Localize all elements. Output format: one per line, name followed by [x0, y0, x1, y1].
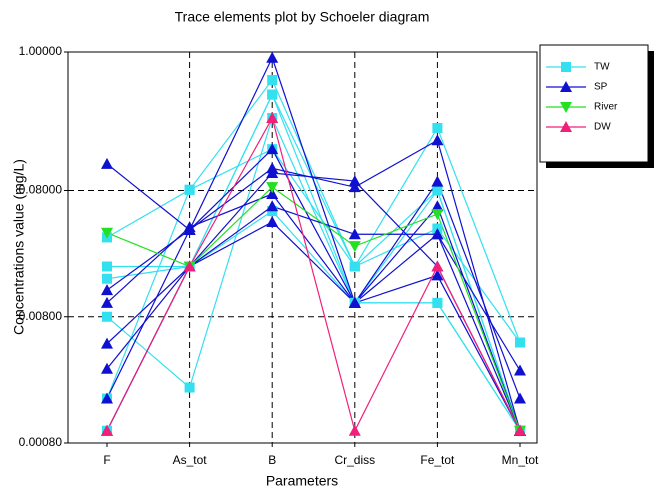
marker — [101, 392, 113, 404]
marker — [514, 424, 526, 436]
marker — [183, 223, 196, 235]
marker — [266, 143, 279, 155]
marker — [101, 284, 113, 296]
series-line — [106, 116, 521, 433]
series-line — [106, 56, 521, 432]
marker — [431, 134, 444, 146]
marker — [431, 269, 444, 281]
series-line — [106, 205, 521, 431]
x-tick-label: As_tot — [173, 453, 208, 467]
marker — [101, 227, 113, 239]
marker — [102, 273, 112, 284]
marker — [348, 424, 361, 436]
chart-title: Trace elements plot by Schoeler diagram — [175, 9, 430, 25]
marker — [432, 297, 443, 308]
marker — [348, 241, 361, 253]
marker — [348, 228, 361, 240]
y-axis-label: Concentrations value (mg/L) — [11, 159, 27, 335]
legend-label: SP — [594, 82, 608, 93]
marker — [184, 184, 195, 195]
x-tick-label: F — [103, 453, 110, 467]
legend-label: TW — [594, 62, 610, 73]
marker — [431, 200, 444, 212]
series-line — [106, 189, 521, 431]
marker — [266, 200, 279, 212]
y-tick-label: 1.00000 — [19, 44, 63, 58]
marker — [266, 182, 279, 194]
legend-label: River — [594, 102, 618, 113]
marker — [432, 185, 443, 196]
y-tick-label: 0.08000 — [19, 183, 63, 197]
series-line — [106, 148, 521, 431]
x-tick-label: Fe_tot — [420, 453, 455, 467]
marker — [266, 167, 279, 179]
x-tick-label: Mn_tot — [502, 453, 539, 467]
marker — [514, 364, 526, 376]
y-tick-label: 0.00800 — [19, 309, 63, 323]
marker — [267, 75, 278, 86]
y-tick-label: 0.00080 — [19, 435, 63, 449]
marker — [431, 228, 444, 240]
marker — [184, 382, 195, 393]
marker — [183, 260, 196, 272]
marker — [101, 337, 113, 349]
marker — [348, 296, 361, 308]
marker — [349, 261, 360, 272]
legend-box — [539, 44, 649, 163]
marker — [514, 392, 526, 404]
marker — [101, 424, 113, 436]
marker — [102, 311, 112, 322]
marker — [560, 81, 572, 92]
marker — [560, 102, 572, 113]
marker — [102, 261, 112, 272]
marker — [515, 337, 525, 348]
x-axis-label: Parameters — [266, 473, 338, 489]
marker — [266, 188, 279, 200]
marker — [266, 112, 279, 124]
series-line — [106, 180, 521, 399]
marker — [431, 175, 444, 187]
series-line — [106, 186, 521, 431]
marker — [267, 89, 278, 100]
series-line — [106, 78, 521, 343]
marker — [266, 51, 279, 63]
marker — [561, 62, 571, 72]
x-tick-label: B — [268, 453, 276, 467]
marker — [432, 123, 443, 134]
x-tick-label: Cr_diss — [334, 453, 375, 467]
series-line — [106, 148, 521, 399]
marker — [101, 157, 113, 169]
marker — [101, 362, 113, 374]
marker — [431, 209, 444, 221]
marker — [266, 216, 279, 228]
plot-frame — [67, 51, 538, 444]
marker — [431, 260, 444, 272]
marker — [348, 181, 361, 193]
marker — [101, 296, 113, 308]
marker — [348, 175, 361, 187]
marker — [560, 121, 572, 132]
legend-label: DW — [594, 122, 611, 133]
series-line — [106, 205, 521, 371]
